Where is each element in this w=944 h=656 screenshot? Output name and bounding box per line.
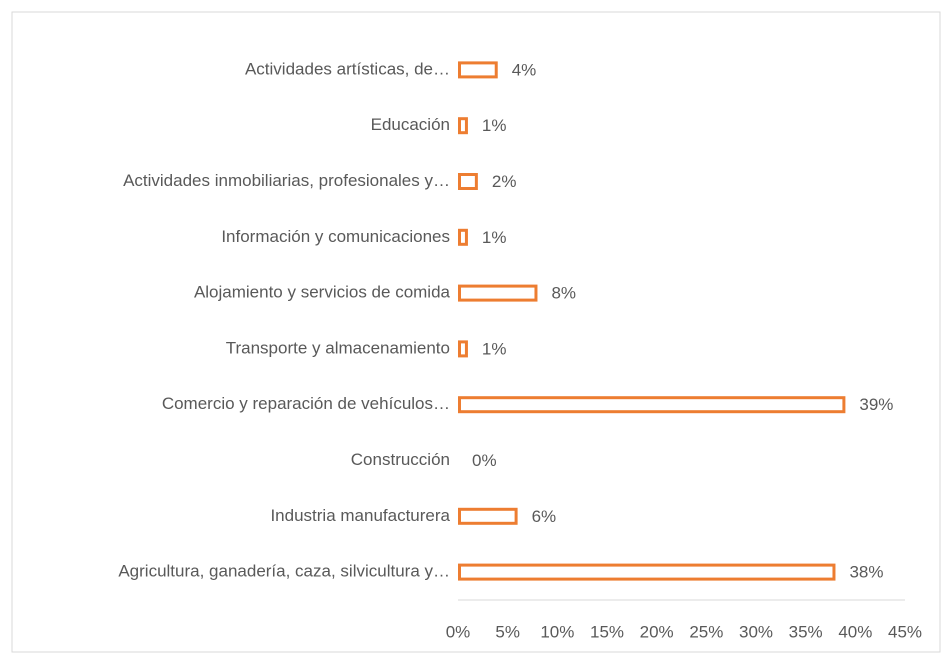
bar [458, 228, 468, 246]
data-label: 39% [859, 395, 893, 414]
bar [458, 173, 478, 190]
x-tick-label: 40% [838, 622, 872, 641]
data-label: 1% [482, 339, 507, 358]
data-label: 38% [849, 563, 883, 582]
y-tick-label: Comercio y reparación de vehículos… [162, 394, 450, 413]
x-tick-label: 45% [888, 622, 922, 641]
data-label: 8% [551, 284, 576, 303]
y-tick-label: Transporte y almacenamiento [226, 338, 450, 357]
y-tick-label: Construcción [351, 450, 450, 469]
y-tick-label: Industria manufacturera [270, 506, 450, 525]
data-label: 2% [492, 172, 517, 191]
bar [458, 284, 538, 302]
x-tick-label: 15% [590, 622, 624, 641]
y-tick-label: Alojamiento y servicios de comida [194, 283, 451, 302]
bar [458, 117, 468, 135]
bar [458, 563, 836, 581]
data-label: 6% [532, 507, 557, 526]
bar [458, 396, 846, 414]
chart-border [11, 11, 941, 653]
bar [458, 61, 498, 79]
data-label: 0% [472, 451, 497, 470]
bar [458, 340, 468, 358]
data-label: 4% [512, 60, 537, 79]
data-label: 1% [482, 116, 507, 135]
y-tick-label: Agricultura, ganadería, caza, silvicultu… [118, 562, 450, 581]
x-tick-label: 30% [739, 622, 773, 641]
x-tick-label: 10% [540, 622, 574, 641]
data-label: 1% [482, 228, 507, 247]
y-tick-label: Actividades artísticas, de… [245, 59, 450, 78]
y-tick-label: Actividades inmobiliarias, profesionales… [123, 171, 450, 190]
x-tick-label: 20% [640, 622, 674, 641]
x-tick-label: 5% [495, 622, 520, 641]
y-tick-label: Educación [371, 115, 450, 134]
x-tick-label: 35% [789, 622, 823, 641]
y-tick-label: Información y comunicaciones [221, 227, 450, 246]
x-tick-label: 0% [446, 622, 471, 641]
x-tick-label: 25% [689, 622, 723, 641]
bar [458, 507, 518, 525]
